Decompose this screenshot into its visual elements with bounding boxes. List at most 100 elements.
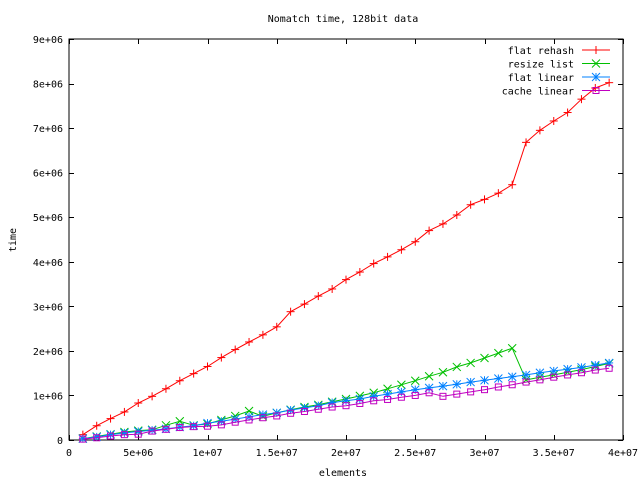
data-point [286, 307, 295, 316]
data-point [480, 375, 489, 385]
data-point [161, 384, 170, 393]
data-point [507, 372, 517, 382]
data-point [577, 95, 586, 104]
x-tick-label: 3.5e+07 [533, 448, 575, 459]
data-point [314, 405, 322, 413]
data-point [397, 393, 405, 401]
data-point [480, 353, 489, 363]
data-point [411, 391, 419, 399]
data-point [203, 362, 212, 371]
data-point [535, 368, 545, 378]
chart-title: Nomatch time, 128bit data [268, 14, 419, 25]
data-point [79, 435, 87, 443]
data-point [231, 418, 239, 426]
data-point [493, 348, 503, 358]
legend-item-flat-linear: flat linear [508, 72, 610, 84]
data-point [452, 362, 462, 372]
data-point [425, 226, 434, 235]
data-point [92, 421, 101, 430]
data-point [494, 189, 503, 198]
data-point [438, 367, 448, 377]
data-point [591, 366, 599, 374]
data-point [370, 397, 378, 405]
data-point [120, 407, 129, 416]
data-point [508, 180, 517, 189]
data-point [162, 425, 170, 433]
data-point [521, 370, 531, 380]
legend-swatch-marker [591, 72, 601, 82]
y-tick-label: 3e+06 [33, 302, 63, 313]
data-point [134, 430, 142, 438]
data-point [175, 376, 184, 385]
series-cache-linear [79, 364, 613, 443]
data-point [605, 364, 613, 372]
data-point [93, 434, 101, 442]
data-point [384, 395, 392, 403]
series-layer [78, 78, 614, 444]
data-point [342, 275, 350, 284]
x-axis-label: elements [319, 468, 367, 479]
data-point [314, 292, 323, 301]
data-point [439, 392, 447, 400]
legend-swatch-marker [592, 46, 600, 54]
x-axis-ticks: 0 5e+06 1e+07 1.5e+07 2e+07 2.5e+07 3e+07 3.5e+… [66, 39, 638, 459]
x-tick-label: 2.5e+07 [394, 448, 436, 459]
data-point [189, 369, 198, 378]
data-point [217, 353, 226, 362]
data-point [397, 245, 406, 254]
data-point [107, 432, 115, 440]
data-point [300, 407, 308, 415]
data-point [287, 409, 295, 417]
x-tick-label: 2e+07 [331, 448, 361, 459]
data-point [550, 373, 558, 381]
data-point [507, 343, 517, 353]
legend-item-cache-linear: cache linear [502, 87, 610, 98]
data-point [508, 381, 516, 389]
series-line-cache-linear [82, 367, 610, 440]
data-point [467, 388, 475, 396]
legend-label: resize list [508, 60, 574, 71]
data-point [425, 389, 433, 397]
data-point [397, 380, 406, 390]
data-point [190, 423, 198, 431]
y-tick-label: 1e+06 [33, 391, 63, 402]
data-point [453, 390, 461, 398]
data-point [605, 78, 614, 87]
data-point [410, 376, 420, 386]
legend-item-resize-list: resize list [508, 59, 610, 71]
data-point [148, 427, 156, 435]
data-point [204, 422, 211, 430]
data-point [480, 195, 489, 204]
data-point [134, 399, 143, 408]
y-tick-label: 4e+06 [33, 258, 63, 269]
data-point [217, 421, 225, 429]
data-point [535, 126, 544, 135]
legend-swatch-marker [592, 87, 600, 94]
data-point [148, 392, 157, 401]
data-point [356, 399, 364, 407]
data-point [577, 369, 585, 377]
x-tick-label: 1.5e+07 [256, 448, 298, 459]
data-point [438, 219, 447, 228]
data-point [549, 116, 558, 125]
data-point [258, 330, 267, 339]
data-point [369, 259, 378, 268]
x-tick-label: 0 [66, 448, 72, 459]
data-point [493, 374, 503, 383]
data-point [273, 412, 281, 420]
y-tick-label: 6e+06 [33, 169, 63, 180]
data-point [383, 252, 392, 261]
series-flat-rehash [78, 78, 614, 439]
x-tick-label: 1e+07 [192, 448, 222, 459]
legend-swatch-marker [591, 59, 601, 68]
data-point [272, 322, 281, 331]
data-point [342, 402, 350, 410]
data-point [563, 108, 572, 117]
data-point [424, 371, 434, 381]
data-point [120, 431, 128, 439]
legend-item-flat-rehash: flat rehash [508, 46, 610, 57]
data-point [328, 403, 336, 411]
data-point [522, 138, 531, 147]
y-tick-label: 7e+06 [33, 124, 63, 135]
